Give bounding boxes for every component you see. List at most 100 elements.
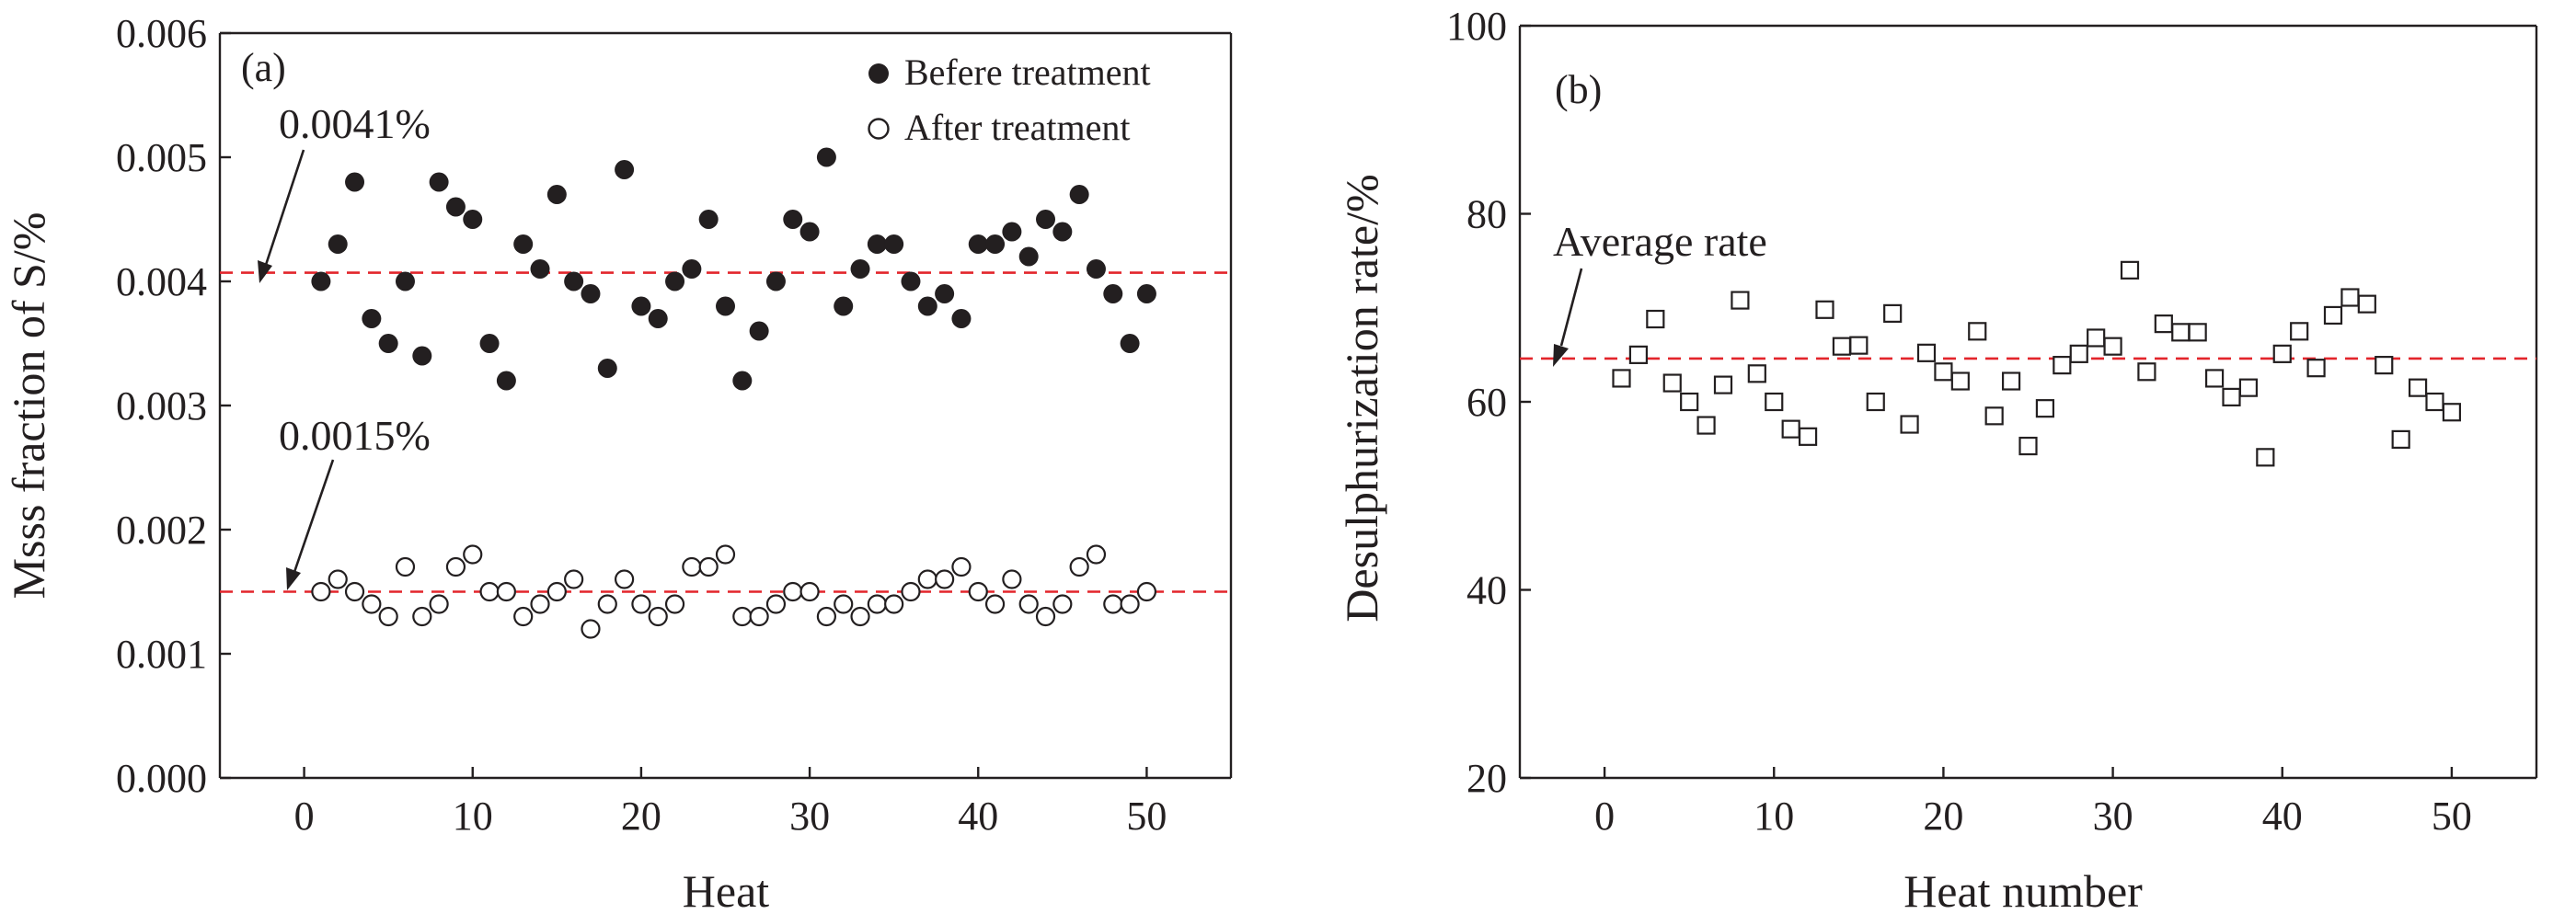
panel-a-chart: 0 10 20 30 40 50 0.000 0.001 0.002 0.003 0.004 0.00…: [3, 11, 1233, 914]
point-after: [698, 556, 719, 577]
point-before: [1086, 259, 1106, 279]
y-tick-label: 0.000: [116, 756, 207, 801]
legend-label-after: After treatment: [904, 107, 1130, 148]
point-before: [615, 160, 635, 179]
point-rate: [1713, 375, 1733, 394]
x-tick-label: 50: [2432, 794, 2472, 839]
point-rate: [2256, 448, 2275, 467]
x-tick-label: 0: [294, 794, 315, 839]
point-after: [901, 581, 921, 602]
point-before: [1036, 210, 1056, 229]
point-after: [1002, 569, 1022, 589]
y-tick-label: 80: [1466, 192, 1507, 237]
point-before: [867, 234, 887, 254]
point-after: [715, 544, 736, 565]
point-before: [901, 271, 921, 291]
point-rate: [2018, 436, 2038, 456]
point-rate: [1747, 364, 1766, 383]
point-rate: [1866, 392, 1885, 412]
point-after: [984, 594, 1006, 614]
panel-a-label: (a): [241, 45, 286, 90]
point-before: [328, 234, 348, 254]
x-tick-label: 50: [1126, 794, 1167, 839]
point-before: [968, 234, 988, 254]
point-after: [1052, 594, 1073, 614]
point-before: [985, 234, 1006, 254]
point-rate: [2391, 429, 2410, 449]
point-rate: [1696, 416, 1716, 435]
point-after: [1069, 556, 1089, 577]
point-after: [362, 594, 382, 614]
y-tick-label: 20: [1466, 756, 1507, 801]
annotation-0015: 0.0015%: [279, 412, 431, 459]
point-before: [581, 284, 601, 303]
arrow-0015: [293, 459, 335, 573]
point-before: [1052, 222, 1073, 242]
point-after: [564, 569, 584, 589]
point-after: [917, 569, 937, 589]
point-after: [496, 581, 516, 602]
point-rate: [2222, 387, 2241, 406]
point-rate: [2375, 356, 2394, 375]
legend-marker-before: [868, 63, 889, 84]
point-after: [1086, 544, 1107, 565]
point-rate: [1984, 406, 2004, 426]
point-before: [564, 271, 584, 291]
point-rate: [1849, 336, 1869, 355]
point-after: [378, 606, 398, 627]
point-before: [732, 371, 753, 391]
point-rate: [2035, 399, 2055, 418]
point-rate: [1832, 337, 1852, 356]
point-rate: [2204, 369, 2225, 388]
point-rate: [1916, 343, 1937, 362]
point-before: [682, 259, 702, 279]
point-rate: [2188, 323, 2207, 342]
point-before: [513, 234, 534, 254]
point-before: [1103, 284, 1123, 303]
point-rate: [1662, 373, 1682, 393]
point-after: [530, 594, 550, 614]
point-after: [799, 581, 820, 602]
point-before: [698, 210, 719, 229]
point-after: [631, 594, 651, 614]
point-rate: [1646, 309, 1665, 329]
point-rate: [2272, 344, 2292, 363]
point-rate: [1900, 415, 1919, 434]
x-tick-label: 40: [958, 794, 998, 839]
point-after: [749, 606, 769, 627]
panel-a-ylabel: Msss fraction of S/%: [3, 212, 54, 600]
point-before: [1136, 284, 1156, 303]
point-before: [311, 271, 331, 291]
point-before: [884, 234, 904, 254]
point-rate: [2442, 403, 2462, 422]
point-rate: [2171, 323, 2191, 342]
point-rate: [2290, 322, 2309, 341]
panel-a-ticks: 0 10 20 30 40 50 0.000 0.001 0.002 0.003 0.004 0.00…: [116, 11, 1167, 839]
point-before: [765, 271, 786, 291]
point-rate: [1731, 291, 1750, 310]
point-before: [463, 210, 483, 229]
panel-b-label: (b): [1555, 67, 1602, 112]
point-after: [664, 594, 685, 614]
point-after: [884, 594, 904, 614]
point-before: [1120, 334, 1140, 353]
point-rate: [1781, 419, 1800, 439]
point-rate: [2357, 294, 2376, 314]
point-rate: [1612, 369, 1631, 388]
point-rate: [1950, 371, 1970, 391]
point-after: [951, 556, 972, 577]
point-rate: [1628, 345, 1649, 364]
point-after: [344, 581, 365, 602]
x-tick-label: 10: [453, 794, 493, 839]
point-rate: [1765, 392, 1784, 412]
point-rate: [2120, 260, 2140, 280]
point-after: [412, 606, 432, 627]
point-rate: [2103, 337, 2122, 356]
arrow-average-rate: [1559, 268, 1583, 347]
y-tick-label: 0.003: [116, 383, 207, 428]
point-before: [496, 371, 516, 391]
panel-b-ylabel: Desulphurization rate/%: [1336, 174, 1387, 622]
point-rate: [2306, 359, 2326, 378]
